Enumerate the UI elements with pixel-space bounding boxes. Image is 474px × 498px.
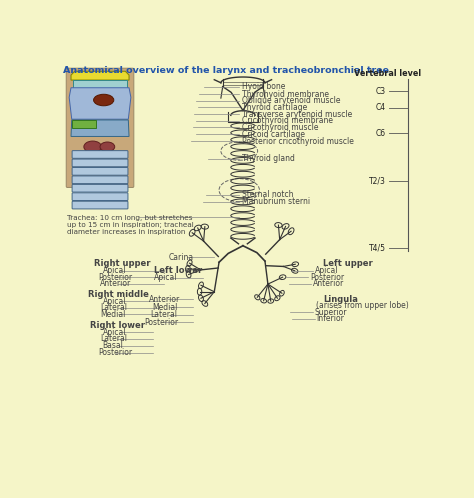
Text: Thyroid gland: Thyroid gland	[242, 154, 295, 163]
Text: Lateral: Lateral	[150, 310, 177, 319]
Text: Thyrohyoid membrane: Thyrohyoid membrane	[242, 90, 329, 99]
Text: Medial: Medial	[100, 310, 126, 319]
Text: T2/3: T2/3	[369, 176, 386, 185]
FancyBboxPatch shape	[72, 150, 128, 158]
Polygon shape	[69, 88, 131, 119]
Ellipse shape	[84, 141, 101, 152]
Text: Trachea: 10 cm long, but stretches
up to 15 cm in inspiration; tracheal
diameter: Trachea: 10 cm long, but stretches up to…	[66, 215, 193, 235]
Text: Anatomical overview of the larynx and tracheobronchial tree: Anatomical overview of the larynx and tr…	[63, 66, 389, 75]
Text: Apical: Apical	[102, 266, 126, 275]
Text: Lingula: Lingula	[323, 295, 358, 304]
Polygon shape	[72, 120, 96, 128]
Text: Apical: Apical	[315, 266, 338, 275]
Text: Apical: Apical	[102, 328, 126, 337]
Polygon shape	[73, 80, 127, 88]
Text: Lateral: Lateral	[100, 303, 128, 312]
Text: C6: C6	[376, 129, 386, 138]
Text: C3: C3	[376, 87, 386, 96]
Text: Left upper: Left upper	[323, 259, 373, 268]
FancyBboxPatch shape	[72, 193, 128, 201]
Text: Left lower: Left lower	[154, 266, 202, 275]
Text: Cricothyroid membrane: Cricothyroid membrane	[242, 116, 333, 125]
Text: Medial: Medial	[152, 303, 177, 312]
Text: Posterior cricothyroid muscle: Posterior cricothyroid muscle	[242, 136, 354, 145]
Text: Manubrium sterni: Manubrium sterni	[242, 197, 310, 206]
Text: (arises from upper lobe): (arises from upper lobe)	[316, 301, 409, 310]
Text: Sternal notch: Sternal notch	[242, 190, 294, 199]
Ellipse shape	[93, 94, 114, 106]
FancyBboxPatch shape	[72, 159, 128, 167]
Text: Basal: Basal	[102, 341, 123, 350]
Text: Right middle: Right middle	[88, 290, 149, 299]
Text: Anterior: Anterior	[313, 279, 344, 288]
Text: Cricothyroid muscle: Cricothyroid muscle	[242, 123, 319, 132]
Text: Right upper: Right upper	[94, 259, 151, 268]
Text: Transverse arytenoid muscle: Transverse arytenoid muscle	[242, 110, 353, 119]
Text: Superior: Superior	[315, 308, 347, 317]
FancyBboxPatch shape	[72, 201, 128, 209]
Text: Posterior: Posterior	[98, 273, 132, 282]
Text: C4: C4	[376, 103, 386, 112]
Text: Thyroid cartilage: Thyroid cartilage	[242, 103, 308, 112]
FancyBboxPatch shape	[72, 184, 128, 192]
Text: Inferior: Inferior	[316, 314, 344, 323]
Text: Oblique arytenoid muscle: Oblique arytenoid muscle	[242, 96, 341, 105]
Ellipse shape	[100, 142, 115, 151]
Polygon shape	[71, 120, 129, 136]
Polygon shape	[71, 71, 129, 80]
Text: Posterior: Posterior	[310, 273, 344, 282]
Text: Anterior: Anterior	[100, 279, 132, 288]
Text: Anterior: Anterior	[149, 295, 181, 304]
Text: Lateral: Lateral	[100, 335, 128, 344]
Text: Cricoid cartilage: Cricoid cartilage	[242, 129, 305, 138]
Text: Carina: Carina	[169, 253, 194, 262]
Text: Apical: Apical	[102, 297, 126, 306]
Text: Apical: Apical	[154, 273, 178, 282]
Text: Hyoid bone: Hyoid bone	[242, 82, 285, 91]
FancyBboxPatch shape	[66, 68, 134, 187]
Text: Posterior: Posterior	[98, 348, 132, 357]
Text: Vertebral level: Vertebral level	[355, 69, 421, 78]
FancyBboxPatch shape	[72, 176, 128, 184]
Text: Posterior: Posterior	[145, 318, 179, 327]
Text: Right lower: Right lower	[91, 321, 146, 330]
Text: T4/5: T4/5	[369, 244, 386, 253]
FancyBboxPatch shape	[72, 167, 128, 175]
